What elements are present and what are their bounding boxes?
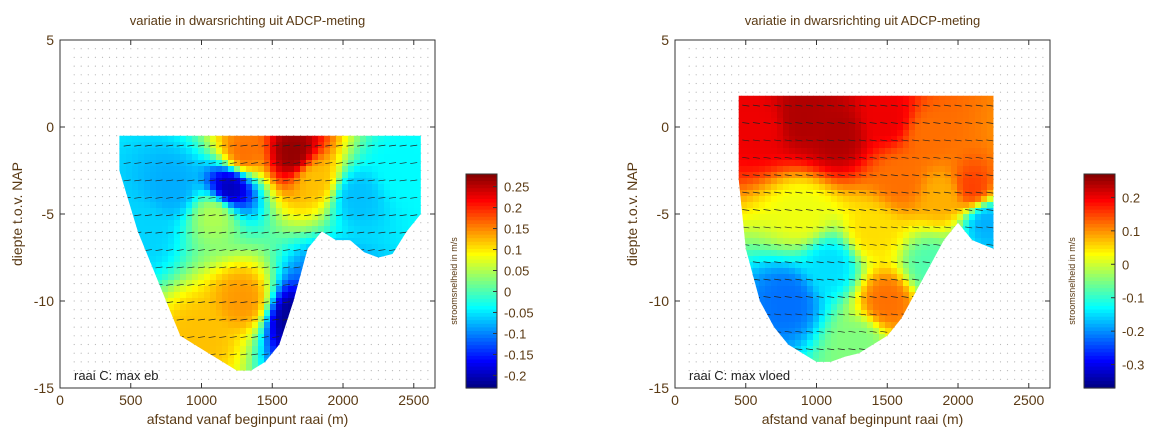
panel-annotation: raai C: max vloed <box>689 368 790 383</box>
colorbar-tick-label: -0.2 <box>1122 324 1144 339</box>
x-axis-label: afstand vanaf beginpunt raai (m) <box>762 411 964 427</box>
colorbar-tick-label: -0.1 <box>1122 291 1144 306</box>
x-tick-label: 1000 <box>186 392 217 408</box>
x-tick-label: 0 <box>56 392 64 408</box>
chart-panel-1: 0 500 1000 1500 2000 2500 5 0 -5 -10 -15 variatie i… <box>9 13 534 427</box>
colorbar-tick-label: 0.1 <box>1122 224 1140 239</box>
y-axis-label: diepte t.o.v. NAP <box>624 162 640 266</box>
panel-annotation: raai C: max eb <box>74 368 159 383</box>
x-tick-label: 500 <box>119 392 143 408</box>
colorbar-tick-label: -0.3 <box>1122 358 1144 373</box>
x-tick-label: 1500 <box>872 392 903 408</box>
y-tick-label: -5 <box>42 206 55 222</box>
y-tick-label: -5 <box>657 206 670 222</box>
x-tick-label: 2500 <box>1013 392 1044 408</box>
y-tick-label: -15 <box>34 380 54 396</box>
colorbar-label: stroomsnelheid in m/s <box>449 237 459 325</box>
x-tick-label: 500 <box>734 392 758 408</box>
x-axis-label: afstand vanaf beginpunt raai (m) <box>147 411 349 427</box>
colorbar-tick-label: 0.05 <box>504 264 529 279</box>
colorbar: 0.2 0.1 0 -0.1 -0.2 -0.3 stroomsnelheid in m/s <box>1067 173 1144 389</box>
y-tick-label: 0 <box>661 119 669 135</box>
colorbar-tick-label: -0.2 <box>504 368 526 383</box>
colorbar-tick-label: -0.1 <box>504 326 526 341</box>
x-tick-label: 0 <box>671 392 679 408</box>
colorbar: 0.25 0.2 0.15 0.1 0.05 0 -0.05 -0.1 -0.15 -0.2 str… <box>449 173 534 389</box>
chart-panel-2: 0 500 1000 1500 2000 2500 5 0 -5 -10 -15 variatie i… <box>624 13 1144 427</box>
y-tick-label: -10 <box>34 293 54 309</box>
y-tick-label: 0 <box>46 119 54 135</box>
colorbar-tick-label: 0.25 <box>504 180 529 195</box>
colorbar-tick-label: -0.15 <box>504 347 534 362</box>
chart-title: variatie in dwarsrichting uit ADCP-metin… <box>745 13 981 28</box>
y-tick-label: 5 <box>46 32 54 48</box>
x-tick-label: 1000 <box>801 392 832 408</box>
y-axis-label: diepte t.o.v. NAP <box>9 162 25 266</box>
colorbar-label: stroomsnelheid in m/s <box>1067 237 1077 325</box>
colorbar-tick-label: 0.15 <box>504 222 529 237</box>
y-tick-label: -10 <box>649 293 669 309</box>
colorbar-tick-label: -0.05 <box>504 305 534 320</box>
y-tick-label: 5 <box>661 32 669 48</box>
colorbar-tick-label: 0 <box>1122 257 1129 272</box>
colorbar-tick-label: 0.1 <box>504 243 522 258</box>
chart-title: variatie in dwarsrichting uit ADCP-metin… <box>130 13 366 28</box>
x-tick-label: 2500 <box>398 392 429 408</box>
x-tick-label: 2000 <box>327 392 358 408</box>
colorbar-tick-label: 0.2 <box>1122 190 1140 205</box>
colorbar-tick-label: 0.2 <box>504 201 522 216</box>
y-tick-label: -15 <box>649 380 669 396</box>
x-tick-label: 2000 <box>942 392 973 408</box>
colorbar-tick-label: 0 <box>504 284 511 299</box>
x-tick-label: 1500 <box>257 392 288 408</box>
